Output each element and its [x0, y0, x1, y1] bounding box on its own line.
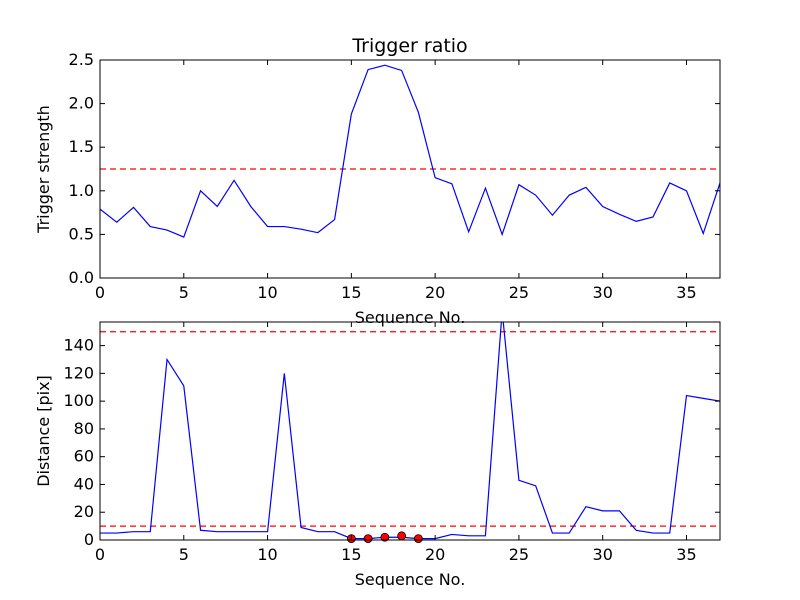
y-tick-label: 0 [84, 530, 94, 549]
y-tick-label: 80 [74, 419, 94, 438]
distance-panel: 0 5 10 15 20 25 30 35 0 20 40 60 80 100 120 140 Sequence… [34, 321, 721, 589]
y-tick-label: 1.5 [69, 137, 94, 156]
x-tick-label: 5 [179, 545, 189, 564]
x-tick-label: 15 [341, 545, 361, 564]
axes-frame [99, 59, 721, 279]
series-line [100, 322, 720, 540]
y-tick-label: 100 [63, 391, 94, 410]
plot-area [100, 64, 720, 238]
axes-frame [99, 321, 721, 541]
x-tick-label: 20 [425, 283, 445, 302]
y-tick-label: 60 [74, 447, 94, 466]
y-tick-label: 0.5 [69, 224, 94, 243]
x-tick-label: 10 [257, 283, 277, 302]
x-axis-label: Sequence No. [355, 570, 466, 589]
y-tick-label: 2.5 [69, 50, 94, 69]
x-tick-label: 30 [593, 545, 613, 564]
data-point-marker [380, 532, 390, 542]
data-point-marker [413, 534, 423, 544]
x-tick-label: 20 [425, 545, 445, 564]
x-tick-label: 10 [257, 545, 277, 564]
y-tick-label: 40 [74, 474, 94, 493]
data-point-marker [397, 531, 407, 541]
y-tick-label: 0.0 [69, 268, 94, 287]
data-point-marker [363, 534, 373, 544]
plot-area [100, 322, 720, 540]
x-tick-label: 5 [179, 283, 189, 302]
y-tick-label: 1.0 [69, 181, 94, 200]
x-tick-label: 35 [676, 545, 696, 564]
x-tick-label: 15 [341, 283, 361, 302]
x-tick-label: 0 [95, 545, 105, 564]
x-tick-label: 30 [593, 283, 613, 302]
y-tick-label: 120 [63, 363, 94, 382]
y-axis-label: Distance [pix] [34, 375, 53, 487]
chart-title: Trigger ratio [351, 35, 467, 57]
x-tick-label: 25 [509, 283, 529, 302]
series-line [100, 64, 720, 238]
y-tick-label: 20 [74, 502, 94, 521]
y-axis-label: Trigger strength [34, 105, 53, 234]
y-tick-label: 140 [63, 336, 94, 355]
y-tick-label: 2.0 [69, 94, 94, 113]
trigger-ratio-panel: 0 5 10 15 20 25 30 35 0.0 0.5 1.0 1.5 2.0 2.5 Sequence… [34, 35, 721, 327]
x-tick-label: 0 [95, 283, 105, 302]
x-tick-label: 25 [509, 545, 529, 564]
x-axis-label: Sequence No. [355, 308, 466, 327]
x-tick-label: 35 [676, 283, 696, 302]
